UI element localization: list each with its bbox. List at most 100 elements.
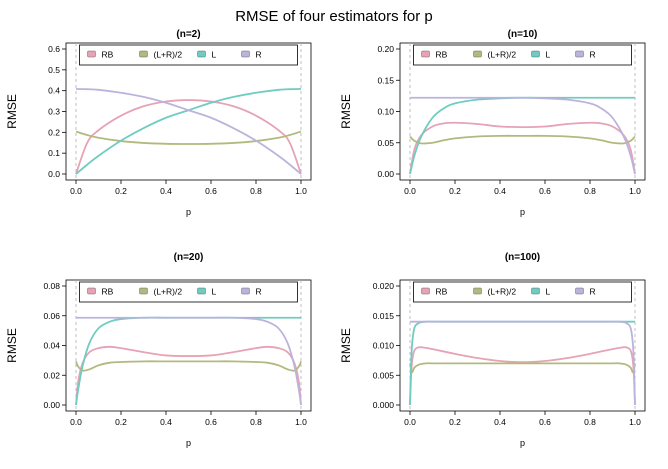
y-tick-label: 0.02 — [43, 370, 60, 380]
y-axis-label: RMSE — [339, 94, 353, 129]
series-line-lr — [409, 362, 636, 374]
x-tick-label: 0.0 — [404, 186, 416, 196]
legend-swatch — [421, 50, 430, 58]
panel-title: (n=2) — [176, 29, 200, 40]
panel-title: (n=100) — [505, 252, 540, 263]
series-line-l — [75, 88, 302, 175]
legend-label: RB — [102, 287, 114, 297]
y-tick-label: 0.08 — [43, 281, 60, 291]
x-tick-label: 0.6 — [539, 186, 551, 196]
series-line-r — [410, 96, 636, 175]
legend: RB (L+R)/2 L R — [79, 281, 298, 303]
y-tick-label: 0.0 — [48, 169, 60, 179]
legend-swatch — [531, 287, 540, 295]
y-tick-label: 0.1 — [48, 148, 60, 158]
series-line-r — [75, 88, 302, 175]
series-line-lr — [75, 130, 302, 145]
panel-title: (n=10) — [508, 29, 538, 40]
legend-swatch — [241, 287, 250, 295]
series-line-lr — [75, 360, 302, 372]
y-axis-label: RMSE — [5, 328, 19, 363]
legend-swatch — [473, 50, 482, 58]
panel-title: (n=20) — [174, 252, 204, 263]
y-tick-label: 0.4 — [48, 86, 60, 96]
legend-swatch — [241, 50, 250, 58]
x-tick-label: 0.2 — [115, 186, 127, 196]
x-tick-label: 0.2 — [115, 417, 127, 427]
x-tick-label: 0.2 — [449, 417, 461, 427]
legend-label: L — [212, 50, 217, 60]
legend-label: L — [546, 287, 551, 297]
legend-swatch — [197, 287, 206, 295]
y-tick-label: 0.015 — [373, 311, 395, 321]
legend-swatch — [531, 50, 540, 58]
figure-title: RMSE of four estimators for p — [235, 8, 433, 25]
legend-label: R — [590, 287, 596, 297]
legend-label: R — [590, 50, 596, 60]
legend-box — [79, 281, 298, 303]
y-tick-label: 0.020 — [373, 281, 395, 291]
panel-2: (n=10) 0.0 0.2 0.4 0.6 0.8 1.0 0.00 0.05 0.10 0.15… — [339, 29, 646, 217]
series-line-lr — [409, 134, 636, 145]
x-tick-label: 1.0 — [629, 186, 641, 196]
series-line-rb — [409, 346, 636, 406]
legend-label: R — [256, 287, 262, 297]
legend-swatch — [139, 50, 148, 58]
x-tick-label: 0.8 — [584, 186, 596, 196]
legend-label: RB — [436, 50, 448, 60]
legend-label: (L+R)/2 — [488, 287, 517, 297]
x-tick-label: 0.0 — [70, 417, 82, 427]
legend-swatch — [87, 50, 96, 58]
y-tick-label: 0.15 — [377, 75, 394, 85]
x-tick-label: 0.6 — [205, 417, 217, 427]
y-tick-label: 0.005 — [373, 370, 395, 380]
legend-label: R — [256, 50, 262, 60]
legend-box — [79, 44, 298, 66]
x-axis-label: p — [520, 207, 525, 217]
y-tick-label: 0.6 — [48, 44, 60, 54]
legend-box — [413, 281, 632, 303]
y-tick-label: 0.010 — [373, 341, 395, 351]
legend-swatch — [139, 287, 148, 295]
y-tick-label: 0.5 — [48, 65, 60, 75]
y-tick-label: 0.06 — [43, 311, 60, 321]
y-tick-label: 0.3 — [48, 107, 60, 117]
y-axis-label: RMSE — [5, 94, 19, 129]
chart-panels: (n=2) 0.0 0.2 0.4 0.6 0.8 1.0 0.0 0.1 0.2 0.3 0.4 0.… — [5, 29, 646, 448]
x-tick-label: 0.4 — [160, 417, 172, 427]
series-line-rb — [75, 99, 302, 175]
legend-swatch — [575, 287, 584, 295]
y-tick-label: 0.05 — [377, 138, 394, 148]
y-tick-label: 0.04 — [43, 341, 60, 351]
x-tick-label: 0.0 — [70, 186, 82, 196]
y-tick-label: 0.00 — [377, 169, 394, 179]
legend-swatch — [421, 287, 430, 295]
legend-swatch — [473, 287, 482, 295]
legend-label: (L+R)/2 — [154, 50, 183, 60]
x-tick-label: 1.0 — [295, 186, 307, 196]
legend: RB (L+R)/2 L R — [79, 44, 298, 66]
panel-3: (n=20) 0.0 0.2 0.4 0.6 0.8 1.0 0.00 0.02 0.04 0.06… — [5, 252, 312, 448]
legend-label: L — [212, 287, 217, 297]
x-tick-label: 0.6 — [539, 417, 551, 427]
x-tick-label: 0.8 — [584, 417, 596, 427]
x-tick-label: 0.8 — [250, 186, 262, 196]
y-tick-label: 0.2 — [48, 127, 60, 137]
series-line-rb — [75, 345, 302, 406]
x-tick-label: 0.8 — [250, 417, 262, 427]
legend-box — [413, 44, 632, 66]
x-tick-label: 0.4 — [494, 417, 506, 427]
x-tick-label: 0.4 — [160, 186, 172, 196]
x-tick-label: 0.4 — [494, 186, 506, 196]
legend: RB (L+R)/2 L R — [413, 44, 632, 66]
panel-4: (n=100) 0.0 0.2 0.4 0.6 0.8 1.0 0.000 0.005 0.010… — [339, 252, 646, 448]
legend-label: RB — [436, 287, 448, 297]
y-axis-label: RMSE — [339, 328, 353, 363]
legend-label: (L+R)/2 — [154, 287, 183, 297]
series-line-r — [76, 316, 302, 406]
legend: RB (L+R)/2 L R — [413, 281, 632, 303]
legend-swatch — [87, 287, 96, 295]
x-axis-label: p — [520, 438, 525, 448]
series-line-rb — [409, 121, 636, 175]
